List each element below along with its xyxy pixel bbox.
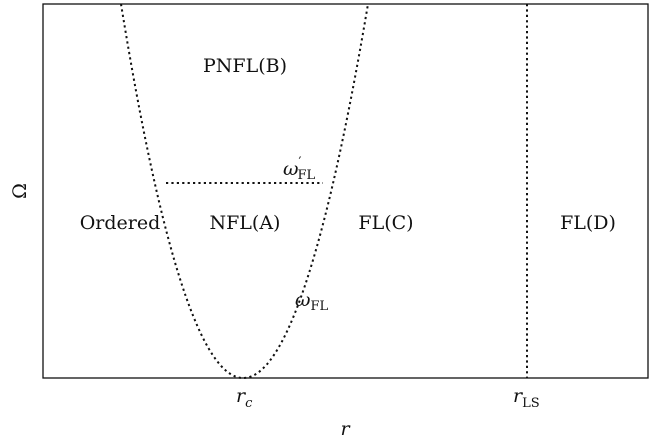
omega-fl-label: ωFL (295, 289, 329, 314)
y-axis-label: Ω (9, 183, 31, 199)
omega-fl-prime-label: ω′ FL (283, 155, 315, 183)
plot-frame (42, 3, 649, 379)
region-label-fl-c: FL(C) (358, 212, 413, 234)
region-label-nfl-a: NFL(A) (210, 212, 281, 234)
region-label-pnfl-b: PNFL(B) (203, 55, 287, 77)
x-tick-rc: rc (236, 385, 253, 411)
x-axis-label: r (340, 418, 351, 438)
region-label-fl-d: FL(D) (560, 212, 616, 234)
omega-fl-boundary-curve (120, 3, 369, 379)
x-tick-rls: rLS (513, 385, 540, 411)
region-label-ordered: Ordered (80, 212, 161, 234)
